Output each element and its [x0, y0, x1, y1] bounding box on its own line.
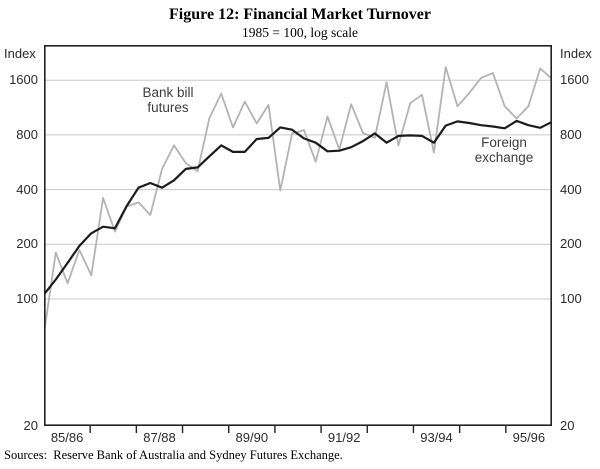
x-axis-label-93-94: 93/94: [420, 430, 453, 445]
y-axis-label-100: 100: [560, 291, 582, 306]
series-label-bank-bill-futures: Bank bill futures: [103, 85, 233, 115]
source-note: Sources: Reserve Bank of Australia and S…: [4, 448, 343, 462]
y-axis-label-200: 200: [560, 236, 582, 251]
y-axis-label-1600: 1600: [9, 72, 38, 87]
y-axis-label-400: 400: [16, 182, 38, 197]
series-label-foreign-exchange: Foreign exchange: [439, 135, 569, 165]
series-label-line1: Bank bill: [142, 85, 194, 100]
series-line-foreign-exchange: [44, 119, 552, 296]
x-axis-label-87-88: 87/88: [143, 430, 176, 445]
series-label-line2: exchange: [474, 149, 534, 165]
chart-subtitle: 1985 = 100, log scale: [242, 25, 358, 40]
series-label-line1: Foreign: [481, 135, 527, 150]
y-axis-label-800: 800: [560, 127, 582, 142]
y-axis-label-20: 20: [23, 418, 38, 433]
plot-frame: [44, 45, 552, 426]
y-axis-label-800: 800: [16, 127, 38, 142]
y-axis-unit-right: Index: [560, 46, 592, 61]
chart-title: Figure 12: Financial Market Turnover: [169, 6, 431, 23]
y-axis-label-1600: 1600: [560, 72, 589, 87]
y-axis-label-20: 20: [560, 418, 575, 433]
y-axis-unit-left: Index: [4, 46, 36, 61]
x-axis-label-95-96: 95/96: [512, 430, 546, 445]
series-label-line2: futures: [147, 99, 189, 115]
y-axis-label-400: 400: [560, 182, 582, 197]
plot-area: [44, 45, 552, 433]
x-axis-label-85-86: 85/86: [50, 430, 84, 445]
x-axis-label-91-92: 91/92: [327, 430, 361, 445]
y-axis-label-100: 100: [16, 291, 38, 306]
series-line-bank-bill-futures: [44, 66, 552, 334]
y-axis-label-200: 200: [16, 236, 38, 251]
x-axis-label-89-90: 89/90: [235, 430, 269, 445]
